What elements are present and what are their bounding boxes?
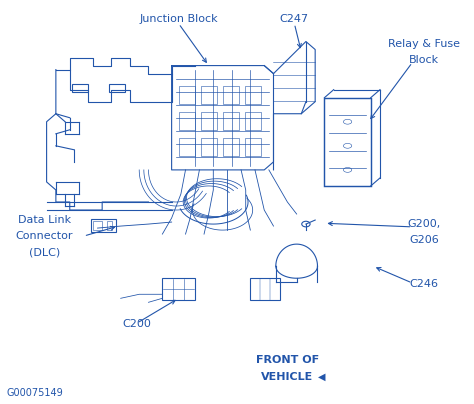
Bar bbox=[93, 221, 102, 230]
Text: C200: C200 bbox=[122, 320, 151, 329]
Text: G206: G206 bbox=[409, 235, 439, 245]
Bar bbox=[223, 112, 239, 130]
Bar bbox=[201, 86, 217, 104]
Bar bbox=[223, 86, 239, 104]
Text: Block: Block bbox=[409, 55, 439, 65]
Text: Data Link: Data Link bbox=[18, 215, 71, 225]
Bar bbox=[72, 84, 88, 92]
Text: C246: C246 bbox=[410, 279, 438, 289]
Bar bbox=[201, 138, 217, 156]
Bar bbox=[245, 138, 262, 156]
Bar bbox=[163, 278, 195, 300]
Text: FRONT OF: FRONT OF bbox=[256, 356, 319, 366]
Bar bbox=[109, 84, 125, 92]
Bar bbox=[179, 138, 195, 156]
Bar bbox=[91, 219, 116, 232]
Bar bbox=[245, 86, 262, 104]
Bar bbox=[245, 112, 262, 130]
Bar bbox=[250, 278, 281, 300]
Text: Connector: Connector bbox=[16, 231, 73, 241]
Text: (DLC): (DLC) bbox=[28, 247, 60, 257]
Text: C247: C247 bbox=[280, 15, 309, 25]
Text: VEHICLE: VEHICLE bbox=[261, 372, 313, 381]
Text: G200,: G200, bbox=[407, 219, 441, 229]
Text: Relay & Fuse: Relay & Fuse bbox=[388, 38, 460, 48]
Bar bbox=[324, 98, 371, 186]
Bar bbox=[201, 112, 217, 130]
Bar bbox=[107, 221, 112, 230]
Bar bbox=[179, 112, 195, 130]
Bar bbox=[223, 138, 239, 156]
Bar bbox=[179, 86, 195, 104]
Text: G00075149: G00075149 bbox=[7, 387, 64, 398]
Text: Junction Block: Junction Block bbox=[139, 15, 218, 25]
Text: ◀: ◀ bbox=[318, 372, 325, 381]
